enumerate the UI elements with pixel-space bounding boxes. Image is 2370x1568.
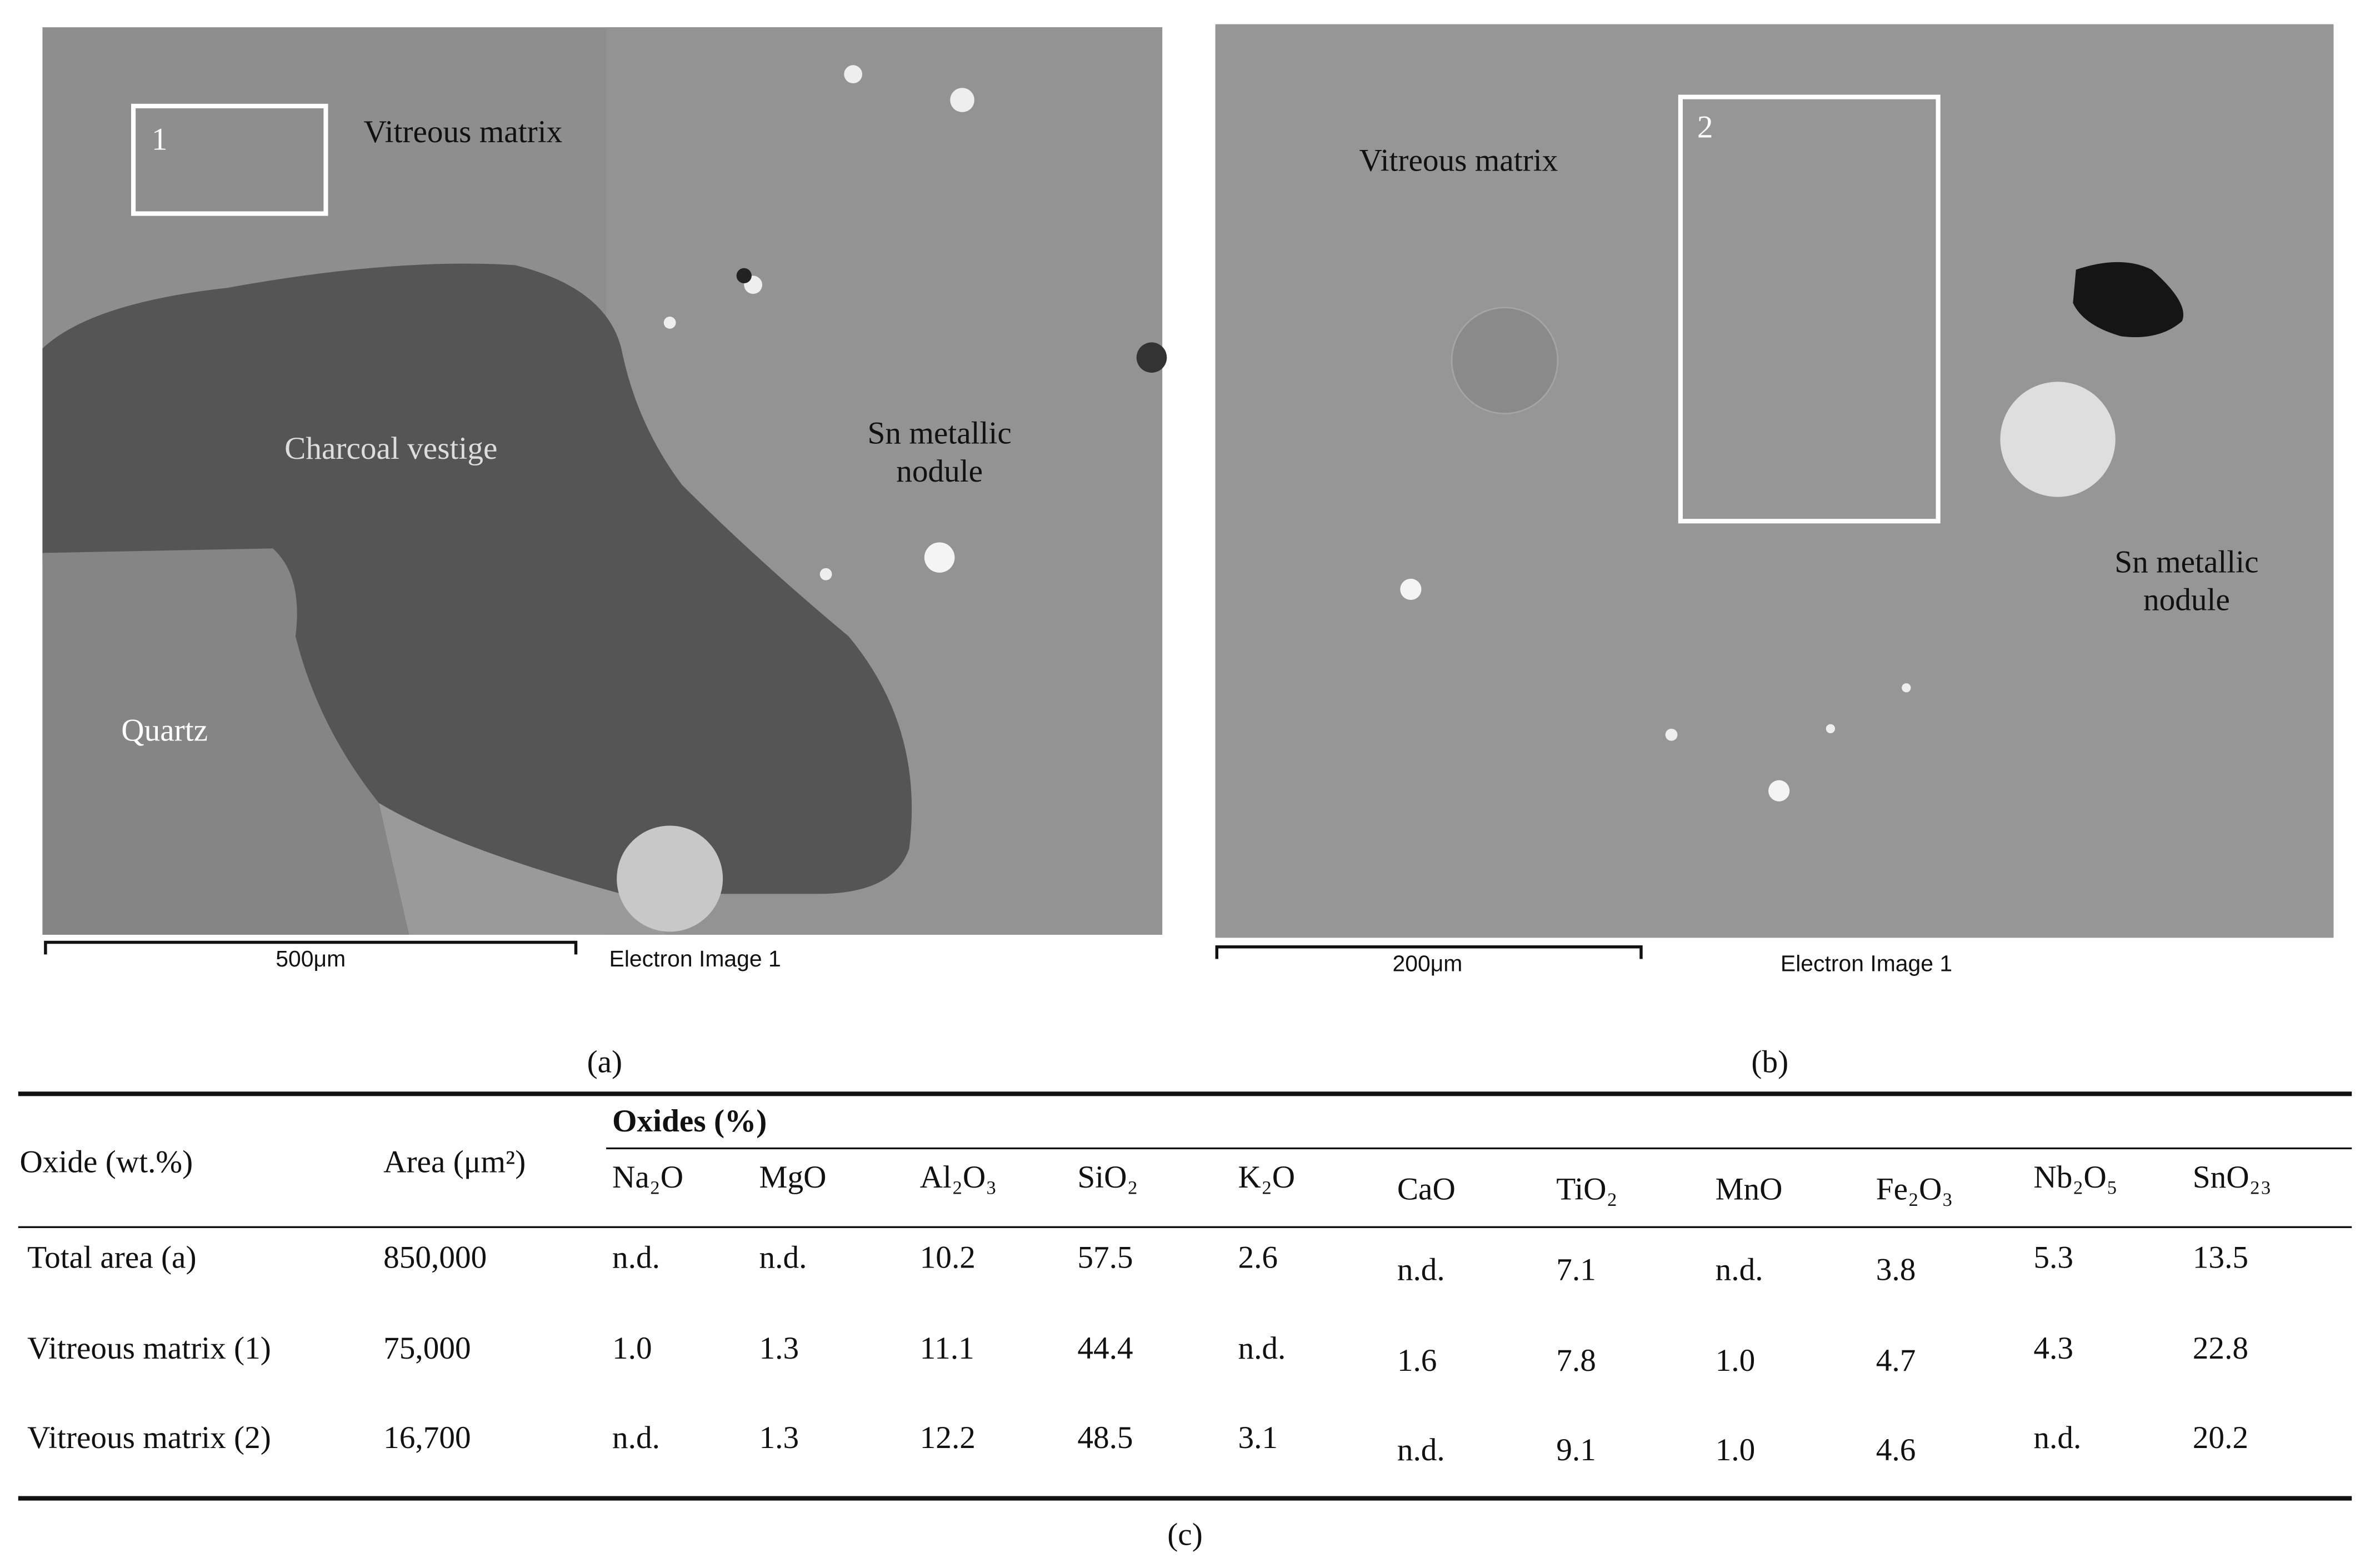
table-cell: n.d. [612,1420,660,1455]
table-cell: 48.5 [1077,1420,1133,1455]
box-label: 1 [152,122,168,157]
table-cell: 4.7 [1876,1343,1916,1378]
table-cell: 5.3 [2033,1240,2073,1275]
image-caption: Electron Image 1 [609,946,781,971]
table-cell: 1.0 [612,1331,652,1366]
table-cell: 12.2 [920,1420,976,1455]
scale-bar [1215,945,1643,959]
table-cell: 9.1 [1556,1432,1596,1467]
annotation: nodule [896,454,983,489]
annotation: Sn metallic [868,416,1012,451]
sem-image-a [42,27,1167,935]
table-cell: 16,700 [383,1420,471,1455]
column-header: SnO₂₃ [2193,1160,2272,1195]
column-header: Fe₂O₃ [1876,1172,1953,1207]
sem-image-b [1215,24,2334,938]
table-cell: Total area (a) [27,1240,196,1275]
annotation: Sn metallic [2114,545,2258,580]
table-cell: 10.2 [920,1240,976,1275]
table-cell: 1.3 [759,1420,799,1455]
table-cell: 75,000 [383,1331,471,1366]
table-cell: 7.8 [1556,1343,1596,1378]
table-cell: 11.1 [920,1331,974,1366]
table-cell: 1.6 [1397,1343,1437,1378]
table-cell: n.d. [612,1240,660,1275]
table-cell: Vitreous matrix (2) [27,1420,271,1455]
column-header: Na₂O [612,1160,683,1195]
column-header: K₂O [1238,1160,1295,1195]
column-header: Nb₂O₅ [2033,1160,2117,1195]
panel-caption: (b) [1751,1045,1788,1080]
annotation: Vitreous matrix [364,114,563,149]
table-cell: 20.2 [2193,1420,2248,1455]
table-cell: n.d. [2033,1420,2081,1455]
table-cell: Vitreous matrix (1) [27,1331,271,1366]
annotation: Vitreous matrix [1359,143,1558,178]
table-cell: 1.3 [759,1331,799,1366]
annotation: nodule [2143,583,2230,618]
table-cell: 4.6 [1876,1432,1916,1467]
table-cell: n.d. [759,1240,807,1275]
column-header: CaO [1397,1172,1456,1207]
table-cell: 7.1 [1556,1252,1596,1287]
column-header: Al₂O₃ [920,1160,997,1195]
table-cell: 3.8 [1876,1252,1916,1287]
scale-bar [44,940,578,955]
table-cell: n.d. [1238,1331,1286,1366]
table-caption: (c) [1167,1517,1203,1552]
table-cell: n.d. [1397,1432,1445,1467]
panel-caption: (a) [587,1045,623,1080]
table-cell: 2.6 [1238,1240,1278,1275]
table-cell: 1.0 [1716,1432,1756,1467]
table-cell: 850,000 [383,1240,487,1275]
column-header: MnO [1716,1172,1783,1207]
table-cell: 4.3 [2033,1331,2073,1366]
column-header: SiO₂ [1077,1160,1138,1195]
table-cell: n.d. [1716,1252,1763,1287]
image-caption: Electron Image 1 [1781,950,1952,976]
table-cell: 44.4 [1077,1331,1133,1366]
annotation: Charcoal vestige [284,431,497,466]
annotation: Quartz [121,713,208,748]
table-cell: 13.5 [2193,1240,2248,1275]
table-cell: 1.0 [1716,1343,1756,1378]
table-header: Oxide (wt.%) [20,1145,193,1180]
table-cell: n.d. [1397,1252,1445,1287]
table-header: Area (μm²) [383,1145,526,1180]
column-header: TiO₂ [1556,1172,1617,1207]
table-cell: 22.8 [2193,1331,2248,1366]
scale-bar-label: 500μm [276,946,346,971]
box-label: 2 [1697,110,1713,145]
table-cell: 57.5 [1077,1240,1133,1275]
table-cell: 3.1 [1238,1420,1278,1455]
column-header: MgO [759,1160,827,1195]
table-group-header: Oxides (%) [612,1104,767,1139]
scale-bar-label: 200μm [1392,950,1462,976]
